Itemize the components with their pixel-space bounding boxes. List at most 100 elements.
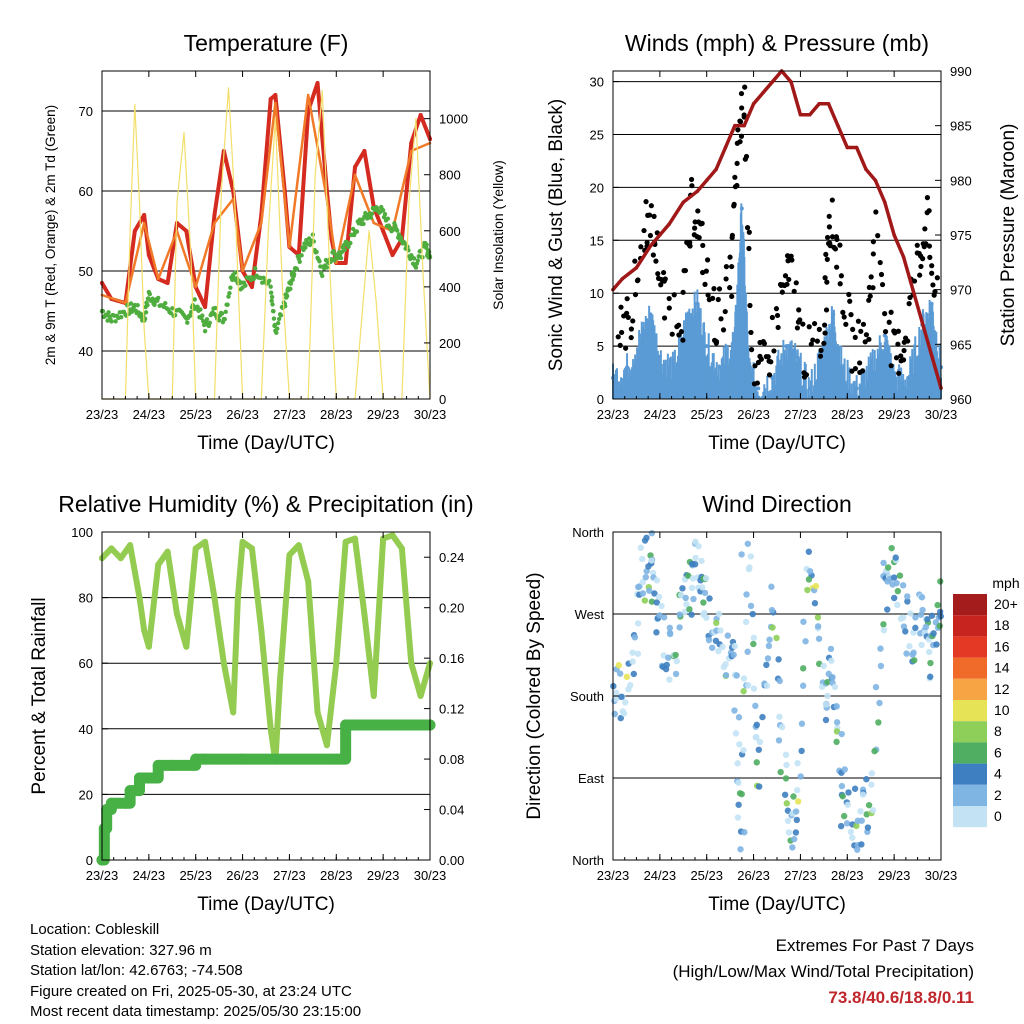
data-point bbox=[194, 285, 197, 289]
data-point bbox=[718, 316, 724, 322]
data-point bbox=[919, 606, 926, 614]
data-point bbox=[759, 713, 766, 721]
data-point bbox=[840, 812, 848, 820]
data-point bbox=[705, 292, 711, 298]
data-point bbox=[783, 800, 791, 807]
data-point bbox=[800, 618, 807, 625]
data-point bbox=[837, 242, 843, 248]
data-point bbox=[352, 535, 359, 542]
data-point bbox=[715, 610, 723, 618]
data-point bbox=[734, 760, 741, 767]
data-point bbox=[129, 230, 131, 232]
data-point bbox=[270, 302, 275, 307]
legend-swatch bbox=[953, 721, 987, 743]
x-tick-label: 26/23 bbox=[226, 407, 259, 422]
data-point bbox=[864, 167, 868, 172]
data-point bbox=[845, 789, 852, 796]
data-point bbox=[146, 253, 151, 257]
data-point bbox=[833, 728, 841, 735]
data-point bbox=[696, 235, 702, 241]
data-point bbox=[779, 289, 785, 295]
data-point bbox=[750, 685, 758, 692]
data-point bbox=[658, 602, 665, 610]
data-point bbox=[752, 363, 758, 369]
data-point bbox=[793, 280, 799, 286]
info-latlon: Station lat/lon: 42.6763; -74.508 bbox=[30, 962, 243, 979]
data-point bbox=[866, 297, 872, 303]
data-point bbox=[805, 548, 813, 555]
panel-humidity: 23/23 24/23 25/23 26/23 27/23 28/23 29/23 30/23… bbox=[29, 491, 474, 915]
data-point bbox=[704, 178, 709, 183]
data-point bbox=[163, 301, 168, 306]
data-point bbox=[875, 233, 881, 239]
data-point bbox=[824, 678, 831, 686]
data-point bbox=[927, 673, 934, 680]
data-point bbox=[651, 590, 658, 597]
data-point bbox=[817, 353, 824, 359]
data-point bbox=[766, 372, 773, 378]
x-tick-label: 28/23 bbox=[320, 868, 353, 883]
data-point bbox=[643, 199, 649, 205]
data-point bbox=[750, 634, 758, 642]
data-point bbox=[904, 593, 911, 600]
data-point bbox=[613, 689, 620, 697]
data-point bbox=[173, 611, 180, 617]
data-point bbox=[204, 317, 210, 322]
data-point bbox=[802, 638, 809, 645]
data-point bbox=[271, 316, 277, 321]
data-point bbox=[192, 545, 199, 552]
data-point bbox=[770, 375, 775, 380]
data-point bbox=[699, 584, 706, 591]
data-point bbox=[275, 320, 281, 326]
data-point bbox=[253, 266, 258, 271]
data-point bbox=[738, 551, 745, 558]
data-point bbox=[834, 236, 840, 243]
series-line bbox=[611, 69, 943, 390]
y-right-tick-label: 0.04 bbox=[439, 803, 464, 818]
data-point bbox=[152, 759, 164, 771]
data-point bbox=[168, 310, 174, 316]
data-point bbox=[755, 746, 763, 753]
data-point bbox=[624, 310, 630, 316]
data-point bbox=[927, 254, 933, 260]
data-point bbox=[305, 578, 312, 585]
data-point bbox=[268, 97, 273, 101]
y-tick-label: 30 bbox=[590, 75, 604, 90]
data-point bbox=[868, 365, 873, 370]
data-point bbox=[761, 91, 765, 95]
data-point bbox=[695, 543, 702, 550]
data-point bbox=[824, 692, 831, 700]
x-tick-label: 26/23 bbox=[737, 407, 770, 422]
data-point bbox=[886, 319, 892, 325]
data-point bbox=[820, 662, 827, 670]
data-point bbox=[641, 597, 649, 604]
data-point bbox=[888, 363, 894, 369]
x-tick-label: 28/23 bbox=[831, 868, 864, 883]
series-2m-td bbox=[99, 204, 433, 335]
data-point bbox=[743, 591, 750, 598]
y-axis-label: 2m & 9m T (Red, Orange) & 2m Td (Green) bbox=[43, 105, 58, 365]
data-point bbox=[918, 263, 924, 270]
data-point bbox=[859, 791, 867, 798]
data-point bbox=[865, 801, 873, 809]
data-point bbox=[676, 322, 682, 328]
y-tick-label: 15 bbox=[590, 233, 604, 248]
data-point bbox=[806, 324, 812, 330]
y-right-axis-label: Station Pressure (Maroon) bbox=[998, 124, 1019, 347]
y-right-axis-label: Solar Insolation (Yellow) bbox=[490, 160, 506, 310]
data-point bbox=[338, 255, 344, 261]
data-point bbox=[924, 616, 931, 623]
y-right-tick-label: 800 bbox=[439, 168, 461, 183]
data-point bbox=[753, 759, 760, 766]
legend-label: 20+ bbox=[994, 596, 1018, 612]
x-tick-label: 25/23 bbox=[179, 407, 212, 422]
data-point bbox=[841, 766, 848, 773]
data-point bbox=[781, 791, 789, 798]
data-point bbox=[267, 278, 272, 284]
data-point bbox=[735, 714, 743, 721]
x-tick-label: 28/23 bbox=[831, 407, 864, 422]
y-tick-label: 5 bbox=[597, 339, 604, 354]
legend-label: 14 bbox=[994, 660, 1010, 676]
data-point bbox=[380, 208, 386, 213]
legend-label: 4 bbox=[994, 766, 1002, 782]
